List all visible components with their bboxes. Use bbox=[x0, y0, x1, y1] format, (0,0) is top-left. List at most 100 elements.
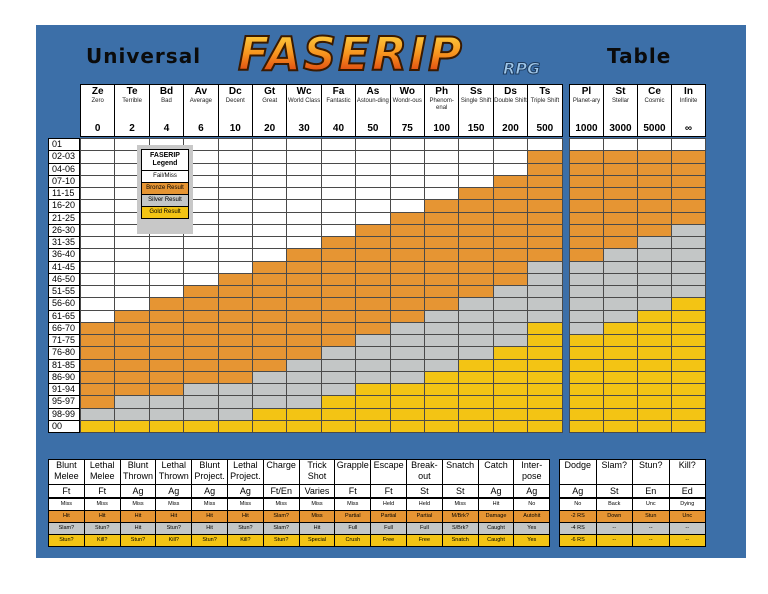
result-cell bbox=[217, 358, 253, 372]
result-cell bbox=[286, 236, 322, 250]
result-cell bbox=[217, 309, 253, 323]
result-cell bbox=[286, 309, 322, 323]
result-cell bbox=[389, 395, 425, 409]
cosmic-result-cell bbox=[671, 272, 706, 286]
result-cell bbox=[458, 174, 494, 188]
result-cell bbox=[355, 309, 391, 323]
result-cell bbox=[527, 211, 563, 225]
svg-text:FASERIP: FASERIP bbox=[238, 28, 464, 78]
result-cell bbox=[252, 358, 288, 372]
result-cell bbox=[458, 334, 494, 348]
cosmic-result-cell bbox=[671, 346, 706, 360]
result-cell bbox=[320, 223, 357, 237]
result-cell bbox=[148, 321, 185, 335]
cosmic-result-cell bbox=[671, 199, 706, 213]
result-cell bbox=[527, 150, 563, 164]
result-cell bbox=[252, 138, 288, 152]
result-cell bbox=[286, 285, 322, 299]
svg-text:RPG: RPG bbox=[503, 59, 540, 78]
legend: FASERIP Legend Fail/Miss Bronze Result S… bbox=[137, 145, 193, 234]
result-cell bbox=[114, 419, 150, 433]
result-cell bbox=[527, 346, 563, 360]
result-cell bbox=[458, 346, 494, 360]
result-cell bbox=[389, 174, 425, 188]
result-cell bbox=[148, 248, 185, 262]
cosmic-result-cell bbox=[637, 272, 672, 286]
cosmic-result-cell bbox=[569, 187, 604, 201]
action-result: Crush bbox=[334, 534, 372, 547]
action-header: Inter-pose Ag bbox=[513, 459, 551, 498]
result-cell bbox=[286, 248, 322, 262]
result-cell bbox=[80, 395, 116, 409]
result-cell bbox=[320, 162, 357, 176]
result-cell bbox=[114, 309, 150, 323]
result-cell bbox=[286, 407, 322, 421]
result-cell bbox=[286, 419, 322, 433]
cosmic-result-cell bbox=[671, 407, 706, 421]
result-cell bbox=[252, 395, 288, 409]
action-header: Lethal Thrown Ag bbox=[155, 459, 193, 498]
result-cell bbox=[80, 346, 116, 360]
result-cell bbox=[389, 334, 425, 348]
action-header: Catch Ag bbox=[477, 459, 515, 498]
result-cell bbox=[80, 285, 116, 299]
result-cell bbox=[252, 199, 288, 213]
result-cell bbox=[148, 272, 185, 286]
cosmic-result-cell bbox=[637, 187, 672, 201]
cosmic-result-cell bbox=[637, 248, 672, 262]
action-header: Blunt Project. Ag bbox=[191, 459, 228, 498]
result-cell bbox=[217, 199, 253, 213]
action-result: Free bbox=[370, 534, 407, 547]
action-header: Kill? Ed bbox=[668, 459, 706, 498]
cosmic-result-cell bbox=[671, 174, 706, 188]
result-cell bbox=[148, 309, 185, 323]
cosmic-result-cell bbox=[637, 150, 672, 164]
result-cell bbox=[114, 334, 150, 348]
cosmic-result-cell bbox=[671, 150, 706, 164]
cosmic-result-cell bbox=[603, 236, 638, 250]
result-cell bbox=[355, 272, 391, 286]
result-cell bbox=[527, 272, 563, 286]
result-cell bbox=[355, 285, 391, 299]
result-cell bbox=[148, 419, 185, 433]
roll-label: 07-10 bbox=[48, 174, 80, 188]
legend-title: FASERIP Legend bbox=[141, 149, 189, 171]
result-cell bbox=[148, 358, 185, 372]
roll-label: 01 bbox=[48, 138, 80, 152]
result-cell bbox=[286, 138, 322, 152]
result-cell bbox=[492, 370, 529, 384]
result-cell bbox=[527, 358, 563, 372]
cosmic-result-cell bbox=[637, 419, 672, 433]
result-cell bbox=[183, 236, 219, 250]
rank-header-wo: Wo Wondr-ous 75 bbox=[389, 84, 425, 137]
cosmic-result-cell bbox=[603, 260, 638, 274]
result-cell bbox=[389, 370, 425, 384]
cosmic-result-cell bbox=[603, 297, 638, 311]
result-cell bbox=[286, 162, 322, 176]
result-cell bbox=[320, 150, 357, 164]
result-cell bbox=[183, 407, 219, 421]
result-cell bbox=[389, 223, 425, 237]
result-cell bbox=[424, 285, 460, 299]
result-cell bbox=[424, 309, 460, 323]
cosmic-result-cell bbox=[569, 309, 604, 323]
result-cell bbox=[320, 138, 357, 152]
result-cell bbox=[527, 334, 563, 348]
action-result: Kill? bbox=[155, 534, 193, 547]
result-cell bbox=[492, 211, 529, 225]
result-cell bbox=[424, 223, 460, 237]
result-cell bbox=[183, 260, 219, 274]
result-cell bbox=[80, 297, 116, 311]
result-cell bbox=[286, 272, 322, 286]
roll-label: 61-65 bbox=[48, 309, 80, 323]
result-cell bbox=[389, 162, 425, 176]
result-cell bbox=[424, 383, 460, 397]
cosmic-result-cell bbox=[637, 162, 672, 176]
action-result: Stun? bbox=[262, 534, 300, 547]
cosmic-result-cell bbox=[569, 334, 604, 348]
result-cell bbox=[355, 370, 391, 384]
cosmic-result-cell bbox=[671, 211, 706, 225]
result-cell bbox=[114, 272, 150, 286]
cosmic-result-cell bbox=[569, 199, 604, 213]
result-cell bbox=[458, 138, 494, 152]
